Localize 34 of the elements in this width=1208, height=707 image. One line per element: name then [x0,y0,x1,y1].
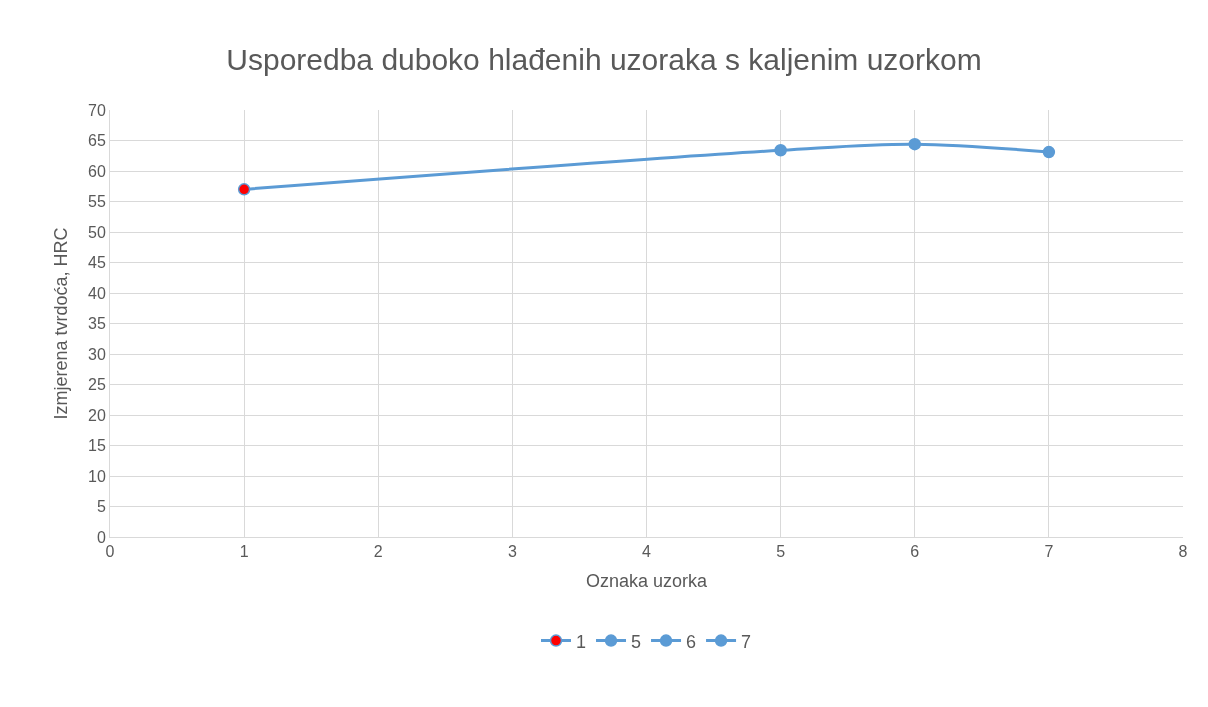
y-tick-label: 40 [88,284,106,302]
y-tick-label: 45 [88,254,106,272]
chart-title: Usporedba duboko hlađenih uzoraka s kaljenim uzorkom [226,43,982,77]
y-axis-title: Izmjerena tvrdoća, HRC [51,227,72,420]
y-tick-label: 70 [88,101,106,119]
point [237,183,251,196]
x-tick-label: 5 [776,543,786,561]
x-tick-label: 7 [1044,543,1054,561]
legend-label: 6 [686,631,697,652]
y-tick-label: 50 [88,223,106,241]
y-tick-label: 60 [88,162,106,180]
y-tick-label: 0 [96,528,106,546]
x-tick-label: 6 [910,543,920,561]
y-tick-label: 35 [88,315,106,333]
y-tick-label: 55 [88,193,106,211]
x-tick-label: 3 [507,543,517,561]
x-tick-label: 2 [373,543,383,561]
y-tick-label: 5 [96,498,106,516]
x-tick-label: 4 [642,543,652,561]
x-axis-title: Oznaka uzorka [585,571,709,592]
x-tick-label: 1 [239,543,249,561]
point [908,137,921,151]
legend-label: 7 [741,631,752,652]
legend-label: 1 [576,631,587,652]
y-tick-label: 30 [88,345,106,363]
legend-label: 5 [631,631,642,652]
y-tick-label: 25 [88,376,106,394]
point [1042,145,1056,159]
x-tick-label: 8 [1178,543,1188,561]
y-tick-label: 20 [88,406,106,424]
point [774,144,787,157]
y-tick-label: 15 [88,437,106,455]
y-tick-label: 65 [88,132,106,150]
y-tick-label: 10 [88,467,106,485]
